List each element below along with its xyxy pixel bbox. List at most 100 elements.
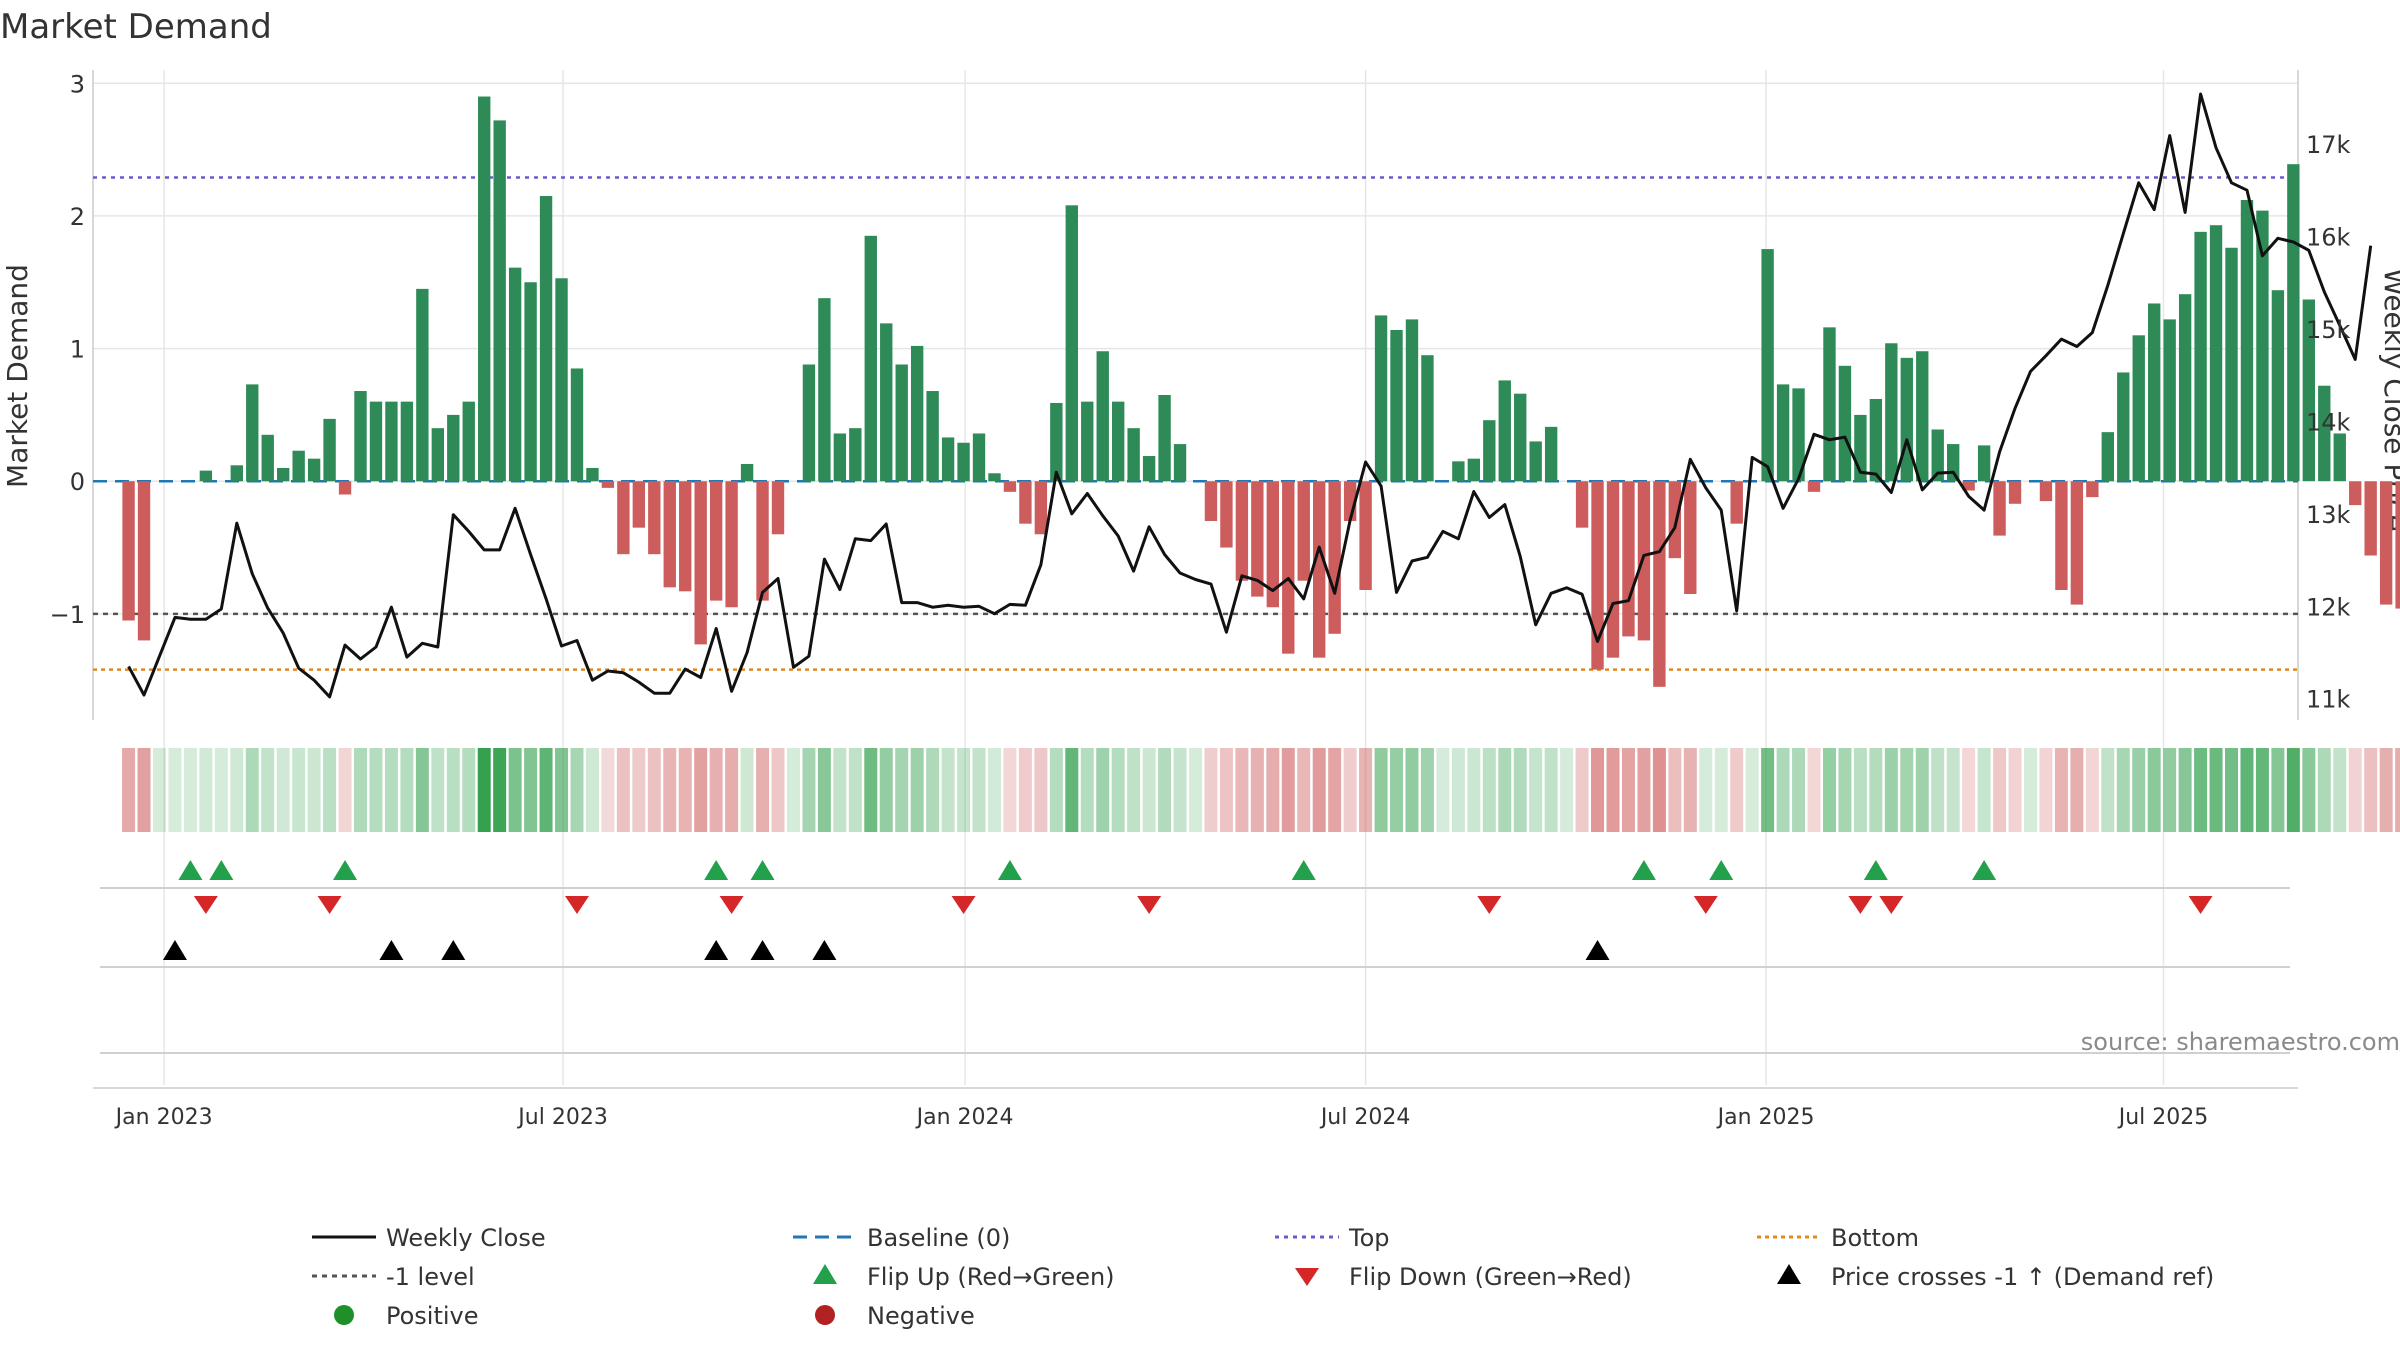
- heat-cell: [601, 748, 615, 832]
- heat-cell: [802, 748, 816, 832]
- heat-cell: [1420, 748, 1434, 832]
- positive-demand-bar: [1823, 327, 1836, 482]
- negative-demand-bar: [1034, 481, 1048, 535]
- x-tick-label: Jul 2024: [1319, 1105, 1411, 1130]
- y-tick-label: 1: [70, 336, 85, 364]
- positive-demand-bar: [493, 120, 506, 482]
- positive-demand-bar: [292, 450, 305, 482]
- positive-demand-bar: [1916, 351, 1929, 482]
- positive-demand-bar: [230, 465, 243, 482]
- positive-demand-bar: [1065, 205, 1078, 482]
- heat-cell: [1049, 748, 1063, 832]
- heat-cell: [276, 748, 290, 832]
- heat-cell: [446, 748, 460, 832]
- legend-positive-swatch: [334, 1305, 354, 1325]
- positive-demand-bar: [1421, 355, 1434, 482]
- legend-label: Baseline (0): [867, 1224, 1010, 1252]
- heat-cell: [1591, 748, 1605, 832]
- heat-cell: [1173, 748, 1187, 832]
- price-line: [127, 92, 2373, 699]
- price-cross-marker: [379, 940, 404, 960]
- negative-demand-bar: [601, 481, 615, 488]
- y2-tick-label: 12k: [2306, 593, 2351, 621]
- heat-cell: [1390, 748, 1404, 832]
- heat-cell: [2255, 748, 2269, 832]
- heat-cell: [539, 748, 553, 832]
- heat-cell: [1096, 748, 1110, 832]
- negative-demand-bar: [1591, 481, 1604, 670]
- flip-up-marker: [333, 860, 358, 880]
- positive-demand-bar: [910, 345, 924, 482]
- heat-cell: [493, 748, 507, 832]
- positive-demand-bar: [941, 437, 955, 482]
- negative-demand-bar: [709, 481, 723, 601]
- heat-cell: [1745, 748, 1759, 832]
- heat-cell: [2008, 748, 2022, 832]
- positive-demand-bar: [1792, 388, 1805, 482]
- heat-cell: [2348, 748, 2362, 832]
- heat-cell: [292, 748, 306, 832]
- negative-demand-bar: [1204, 481, 1218, 522]
- positive-demand-bar: [1946, 444, 1960, 482]
- negative-demand-bar: [2055, 481, 2068, 590]
- legend-item-baseline: Baseline (0): [793, 1224, 1010, 1252]
- negative-demand-bar: [1282, 481, 1295, 654]
- heat-cell: [1869, 748, 1883, 832]
- heat-cell: [1838, 748, 1852, 832]
- chart-title: Market Demand: [0, 7, 272, 47]
- heat-cell: [2023, 748, 2037, 832]
- negative-demand-bar: [2379, 481, 2393, 605]
- positive-demand-bar: [369, 401, 383, 482]
- heat-cell: [1065, 748, 1079, 832]
- negative-demand-bar: [1807, 481, 1821, 492]
- heat-cell: [1142, 748, 1156, 832]
- positive-demand-bar: [2271, 290, 2285, 482]
- legend: Weekly Close Baseline (0) Top Bottom -1 leve…: [312, 1224, 2214, 1330]
- negative-demand-bar: [771, 481, 785, 535]
- heat-cell: [1127, 748, 1141, 832]
- heat-cell: [323, 748, 337, 832]
- flip-down-marker: [1137, 896, 1162, 914]
- negative-demand-bar: [1003, 481, 1017, 492]
- heat-cell: [1652, 748, 1666, 832]
- positive-demand-bar: [1173, 444, 1187, 482]
- heat-cell: [2178, 748, 2192, 832]
- positive-demand-bar: [864, 235, 877, 482]
- negative-demand-bar: [2364, 481, 2377, 556]
- heat-cell: [957, 748, 971, 832]
- heat-cell: [2317, 748, 2331, 832]
- positive-demand-bar: [2117, 372, 2130, 482]
- heat-cell: [122, 748, 136, 832]
- positive-demand-bar: [957, 442, 970, 482]
- heat-cell: [1962, 748, 1976, 832]
- flip-up-marker: [1631, 860, 1656, 880]
- positive-demand-bar: [1142, 456, 1156, 482]
- demand-heat-strip: [122, 748, 2400, 832]
- legend-item-flip_down: Flip Down (Green→Red): [1295, 1263, 1632, 1291]
- positive-demand-bar: [2318, 385, 2331, 482]
- positive-demand-bar: [1498, 380, 1511, 482]
- positive-demand-bar: [539, 196, 553, 482]
- negative-demand-bar: [2070, 481, 2084, 605]
- heat-cell: [230, 748, 244, 832]
- flip-down-marker: [1477, 896, 1502, 914]
- positive-demand-bar: [1544, 426, 1558, 482]
- legend-label: Negative: [867, 1302, 975, 1330]
- heat-cell: [1374, 748, 1388, 832]
- positive-demand-bar: [1529, 441, 1542, 482]
- negative-demand-bar: [1328, 481, 1341, 634]
- heat-cell: [2132, 748, 2146, 832]
- legend-item-negative: Negative: [815, 1302, 975, 1330]
- positive-demand-bar: [586, 467, 599, 482]
- positive-demand-bar: [1776, 384, 1790, 482]
- negative-demand-bar: [1575, 481, 1589, 528]
- legend-label: Flip Up (Red→Green): [867, 1263, 1115, 1291]
- heat-cell: [400, 748, 414, 832]
- heat-cell: [2101, 748, 2115, 832]
- positive-demand-bar: [354, 391, 367, 482]
- positive-demand-bar: [1374, 315, 1388, 482]
- positive-demand-bar: [988, 473, 1001, 482]
- price-cross-marker: [704, 940, 729, 960]
- legend-negative-swatch: [815, 1305, 835, 1325]
- positive-demand-bar: [2256, 210, 2269, 482]
